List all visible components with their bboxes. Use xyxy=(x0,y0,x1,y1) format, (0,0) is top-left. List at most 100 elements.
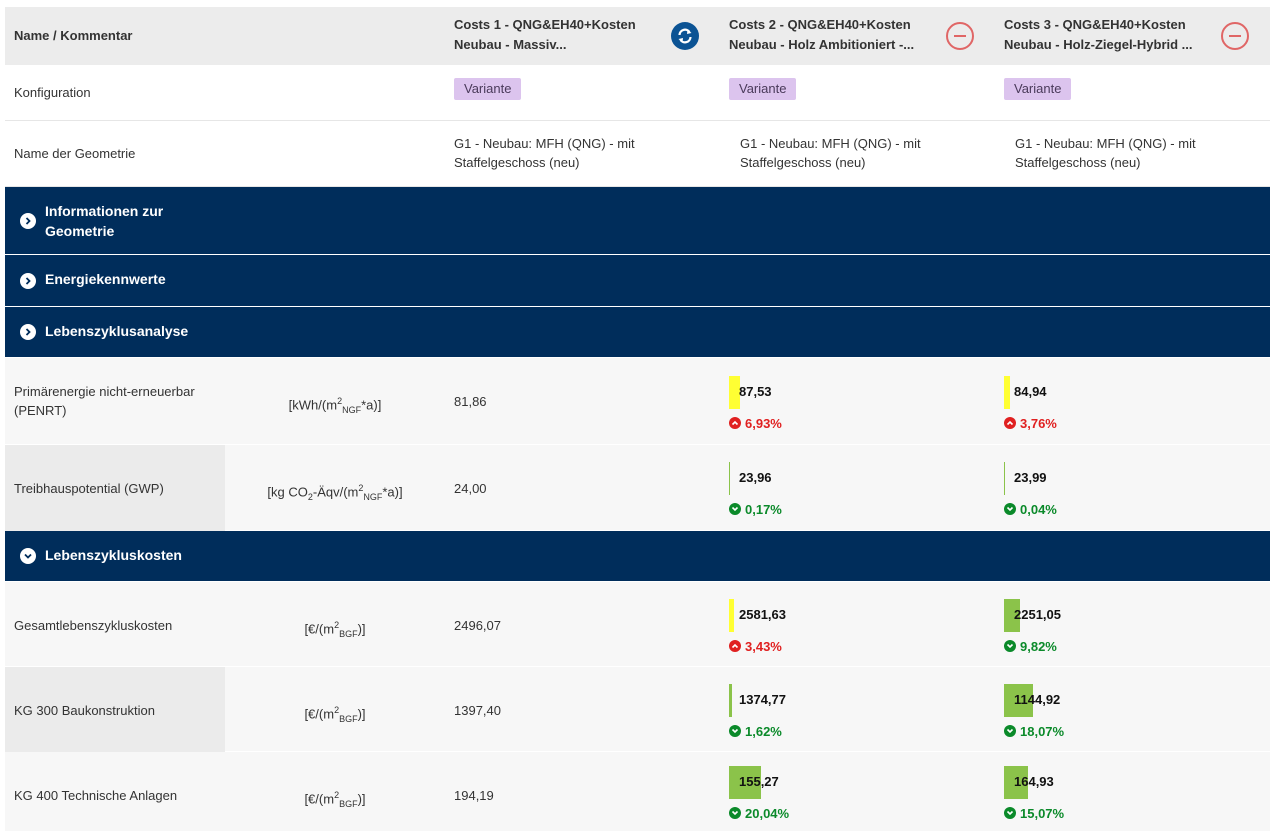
table-row: Gesamtlebenszykluskosten [€/(m2BGF)] 249… xyxy=(5,582,1270,667)
unit-sup: 2 xyxy=(334,790,340,800)
change-arrow-icon xyxy=(1004,640,1016,652)
row-label: Primärenergie nicht-erneuerbar (PENRT) xyxy=(14,382,195,420)
variant-3-cell: 1144,92 18,07% xyxy=(1004,667,1270,752)
variant-3-title-line1: Costs 3 - QNG&EH40+Kosten xyxy=(1004,17,1186,32)
change-delta: 6,93% xyxy=(729,416,782,431)
variant-3-title[interactable]: Costs 3 - QNG&EH40+Kosten Neubau - Holz-… xyxy=(1004,15,1193,55)
change-delta: 9,82% xyxy=(1004,639,1057,654)
variant-3-cell: 164,93 15,07% xyxy=(1004,752,1270,832)
chevron-right-icon xyxy=(20,273,36,289)
change-bar xyxy=(729,376,740,409)
change-arrow-icon xyxy=(1004,417,1016,429)
unit-text: [€/(m xyxy=(304,706,335,722)
unit-text: [€/(m xyxy=(304,791,335,807)
delta-text: 15,07% xyxy=(1020,806,1065,821)
section-title: Energiekennwerte xyxy=(45,271,166,287)
section-title-line1: Informationen zur xyxy=(45,203,164,219)
change-arrow-icon xyxy=(729,640,741,652)
delta-text: 20,04% xyxy=(745,806,790,821)
change-arrow-icon xyxy=(729,417,741,429)
section-lebenszyklusanalyse[interactable]: Lebenszyklusanalyse xyxy=(5,307,1270,358)
change-bar xyxy=(1004,684,1033,717)
unit-sub: 2 xyxy=(307,491,313,502)
section-title: Lebenszyklusanalyse xyxy=(45,323,189,339)
change-bar xyxy=(729,599,734,632)
table-row: Primärenergie nicht-erneuerbar (PENRT) [… xyxy=(5,358,1270,445)
remove-variant-2-icon[interactable] xyxy=(946,22,974,50)
change-bar xyxy=(729,684,732,717)
change-bar xyxy=(1004,599,1020,632)
geometrie-label: Name der Geometrie xyxy=(14,146,136,161)
cell-value: 164,93 xyxy=(1014,774,1054,789)
row-label: Treibhauspotential (GWP) xyxy=(14,481,164,496)
cell-value: 2581,63 xyxy=(739,607,786,622)
variant-3-title-line2: Neubau - Holz-Ziegel-Hybrid ... xyxy=(1004,37,1193,52)
table-header: Name / Kommentar Costs 1 - QNG&EH40+Kost… xyxy=(5,7,1270,65)
unit-text: -Äqv/(m xyxy=(312,484,359,500)
variant-1-title[interactable]: Costs 1 - QNG&EH40+Kosten Neubau - Massi… xyxy=(454,15,636,55)
unit-text: )] xyxy=(357,791,366,807)
konfiguration-row: Konfiguration Variante Variante Variante xyxy=(5,65,1270,121)
variant-2-cell: 155,27 20,04% xyxy=(729,752,999,832)
section-energiekennwerte[interactable]: Energiekennwerte xyxy=(5,255,1270,307)
change-delta: 1,62% xyxy=(729,724,782,739)
change-bar xyxy=(1004,462,1005,495)
geometrie-value-line2: Staffelgeschoss (neu) xyxy=(740,155,866,170)
change-bar xyxy=(1004,766,1028,799)
name-column-header: Name / Kommentar xyxy=(14,28,133,43)
base-value: 194,19 xyxy=(454,788,494,803)
geometrie-row: Name der Geometrie G1 - Neubau: MFH (QNG… xyxy=(5,121,1270,187)
base-value: 24,00 xyxy=(454,481,487,496)
row-label: KG 400 Technische Anlagen xyxy=(14,788,178,803)
cell-value: 23,99 xyxy=(1014,470,1047,485)
cell-value: 1374,77 xyxy=(739,692,786,707)
unit-sup: 2 xyxy=(334,705,340,715)
section-title: Lebenszykluskosten xyxy=(45,547,182,563)
cell-value: 23,96 xyxy=(739,470,772,485)
delta-text: 0,17% xyxy=(745,502,782,517)
unit-sup: 2 xyxy=(358,483,364,493)
variant-3-cell: 23,99 0,04% xyxy=(1004,445,1270,531)
row-label-line2: (PENRT) xyxy=(14,403,67,418)
chevron-right-icon xyxy=(20,324,36,340)
change-arrow-icon xyxy=(1004,725,1016,737)
cell-value: 2251,05 xyxy=(1014,607,1061,622)
change-arrow-icon xyxy=(729,503,741,515)
remove-variant-3-icon[interactable] xyxy=(1221,22,1249,50)
change-delta: 0,17% xyxy=(729,502,782,517)
row-label: Gesamtlebenszykluskosten xyxy=(14,618,173,633)
table-row: KG 300 Baukonstruktion [€/(m2BGF)] 1397,… xyxy=(5,667,1270,752)
unit-sub: BGF xyxy=(339,628,358,639)
cell-value: 84,94 xyxy=(1014,384,1047,399)
change-arrow-icon xyxy=(1004,503,1016,515)
unit-text: [€/(m xyxy=(304,621,335,637)
variant-2-cell: 1374,77 1,62% xyxy=(729,667,999,752)
unit-text: [kg CO xyxy=(267,484,308,500)
section-title-line2: Geometrie xyxy=(45,223,115,239)
variant-badge: Variante xyxy=(729,78,797,100)
unit-sup: 2 xyxy=(334,620,340,630)
variant-2-title-line2: Neubau - Holz Ambitioniert -... xyxy=(729,37,915,52)
geometrie-value-2: G1 - Neubau: MFH (QNG) - mit Staffelgesc… xyxy=(740,134,921,172)
cell-value: 155,27 xyxy=(739,774,779,789)
variant-2-cell: 2581,63 3,43% xyxy=(729,582,999,667)
variant-2-title[interactable]: Costs 2 - QNG&EH40+Kosten Neubau - Holz … xyxy=(729,15,914,55)
row-label-line1: Primärenergie nicht-erneuerbar xyxy=(14,384,195,399)
cell-value: 87,53 xyxy=(739,384,772,399)
section-informationen-geometrie[interactable]: Informationen zur Geometrie xyxy=(5,187,1270,255)
change-arrow-icon xyxy=(1004,807,1016,819)
change-delta: 15,07% xyxy=(1004,806,1064,821)
section-lebenszykluskosten[interactable]: Lebenszykluskosten xyxy=(5,531,1270,582)
change-delta: 18,07% xyxy=(1004,724,1064,739)
row-unit: [€/(m2BGF)] xyxy=(225,786,445,814)
unit-text: )] xyxy=(357,706,366,722)
unit-sub: NGF xyxy=(363,491,383,502)
unit-sub: BGF xyxy=(339,798,358,809)
base-value: 2496,07 xyxy=(454,618,501,633)
variant-1-title-line2: Neubau - Massiv... xyxy=(454,37,567,52)
delta-text: 1,62% xyxy=(745,724,782,739)
base-value: 81,86 xyxy=(454,394,487,409)
row-unit: [kWh/(m2NGF*a)] xyxy=(225,392,445,420)
refresh-icon[interactable] xyxy=(671,22,699,50)
konfiguration-label: Konfiguration xyxy=(14,85,91,100)
